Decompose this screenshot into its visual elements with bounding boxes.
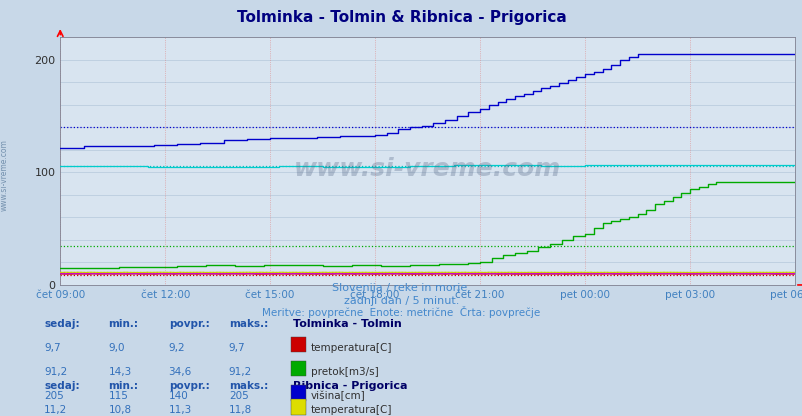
Text: višina[cm]: višina[cm] — [310, 391, 365, 401]
Text: 91,2: 91,2 — [44, 367, 67, 377]
Text: Slovenija / reke in morje.: Slovenija / reke in morje. — [332, 283, 470, 293]
Text: 11,8: 11,8 — [229, 405, 252, 415]
Text: sedaj:: sedaj: — [44, 381, 79, 391]
Text: povpr.:: povpr.: — [168, 319, 209, 329]
Text: 34,6: 34,6 — [168, 367, 192, 377]
Text: temperatura[C]: temperatura[C] — [310, 343, 391, 353]
Text: sedaj:: sedaj: — [44, 319, 79, 329]
Text: zadnji dan / 5 minut.: zadnji dan / 5 minut. — [343, 296, 459, 306]
Text: 9,0: 9,0 — [108, 343, 125, 353]
Text: 205: 205 — [229, 391, 249, 401]
Text: Ribnica - Prigorica: Ribnica - Prigorica — [293, 381, 407, 391]
Text: 205: 205 — [44, 391, 64, 401]
Text: povpr.:: povpr.: — [168, 381, 209, 391]
Text: min.:: min.: — [108, 319, 138, 329]
Text: temperatura[C]: temperatura[C] — [310, 405, 391, 415]
Text: 9,7: 9,7 — [229, 343, 245, 353]
Text: 9,2: 9,2 — [168, 343, 185, 353]
Text: 9,7: 9,7 — [44, 343, 61, 353]
Text: 11,2: 11,2 — [44, 405, 67, 415]
Text: pretok[m3/s]: pretok[m3/s] — [310, 367, 378, 377]
Text: 10,8: 10,8 — [108, 405, 132, 415]
Text: 14,3: 14,3 — [108, 367, 132, 377]
Text: www.si-vreme.com: www.si-vreme.com — [294, 157, 561, 181]
Text: maks.:: maks.: — [229, 319, 268, 329]
Text: 115: 115 — [108, 391, 128, 401]
Text: 91,2: 91,2 — [229, 367, 252, 377]
Text: maks.:: maks.: — [229, 381, 268, 391]
Text: Tolminka - Tolmin & Ribnica - Prigorica: Tolminka - Tolmin & Ribnica - Prigorica — [237, 10, 565, 25]
Text: www.si-vreme.com: www.si-vreme.com — [0, 139, 9, 210]
Text: 11,3: 11,3 — [168, 405, 192, 415]
Text: min.:: min.: — [108, 381, 138, 391]
Text: Meritve: povprečne  Enote: metrične  Črta: povprečje: Meritve: povprečne Enote: metrične Črta:… — [262, 306, 540, 318]
Text: Tolminka - Tolmin: Tolminka - Tolmin — [293, 319, 401, 329]
Text: 140: 140 — [168, 391, 188, 401]
